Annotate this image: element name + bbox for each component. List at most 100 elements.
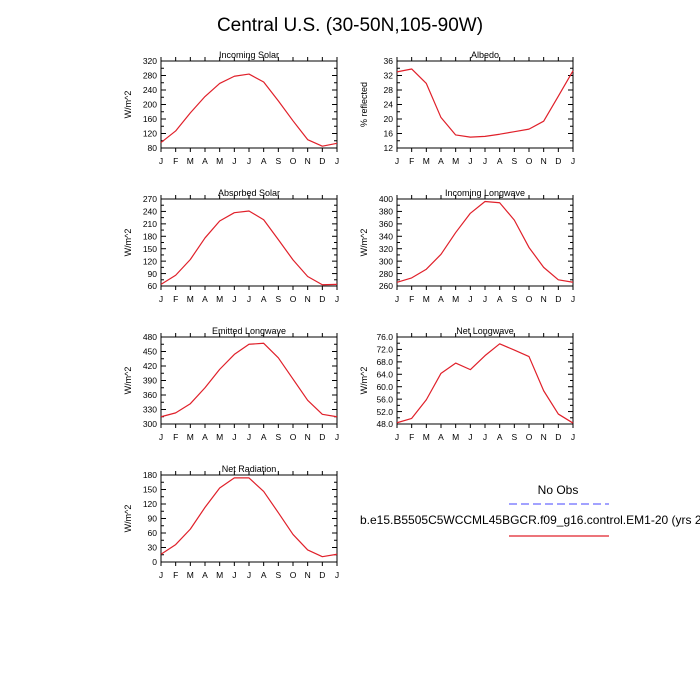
y-tick-label: 240 (143, 207, 157, 217)
x-tick-label: J (159, 294, 163, 304)
series-line-1 (160, 342, 338, 418)
y-tick-label: 80 (148, 143, 158, 153)
y-axis-label: W/m^2 (123, 229, 133, 257)
x-tick-label: J (232, 156, 236, 166)
x-tick-label: N (541, 432, 547, 442)
x-tick-label: S (275, 294, 281, 304)
panel-title: Emitted Longwave (212, 326, 286, 336)
y-tick-label: 380 (379, 207, 393, 217)
y-tick-label: 16 (384, 129, 394, 139)
x-tick-label: J (483, 432, 487, 442)
x-tick-label: M (423, 294, 430, 304)
x-tick-label: D (555, 432, 561, 442)
y-tick-label: 330 (143, 405, 157, 415)
y-tick-label: 210 (143, 219, 157, 229)
series-line-1 (396, 68, 574, 138)
x-tick-label: J (395, 156, 399, 166)
y-tick-label: 120 (143, 256, 157, 266)
x-tick-label: F (173, 294, 178, 304)
panel-title: Net Radiation (222, 464, 277, 474)
x-tick-label: F (409, 156, 414, 166)
y-tick-label: 300 (143, 419, 157, 429)
y-tick-label: 180 (143, 470, 157, 480)
x-tick-label: O (526, 156, 533, 166)
panels: Incoming SolarW/m^280120160200240280320J… (123, 50, 575, 580)
x-tick-label: D (319, 432, 325, 442)
y-tick-label: 24 (384, 100, 394, 110)
panel-6: Net Longwave W/m^2 48.0 52.0 56.0 60.0 64.0 68.… (359, 326, 575, 442)
y-tick-label: 52.0 (376, 407, 393, 417)
y-tick-label: 60 (148, 528, 158, 538)
y-tick-label: 60 (148, 281, 158, 291)
x-tick-label: J (468, 432, 472, 442)
y-tick-label: 280 (379, 269, 393, 279)
x-tick-label: A (497, 156, 503, 166)
x-tick-label: J (159, 156, 163, 166)
y-tick-label: 320 (143, 56, 157, 66)
x-tick-label: A (497, 294, 503, 304)
x-tick-label: N (305, 294, 311, 304)
y-tick-label: 30 (148, 543, 158, 553)
x-tick-label: A (438, 294, 444, 304)
y-tick-label: 340 (379, 231, 393, 241)
x-tick-label: J (159, 432, 163, 442)
x-tick-label: D (555, 156, 561, 166)
plot-frame (160, 198, 338, 287)
figure-title: Central U.S. (30-50N,105-90W) (217, 15, 483, 36)
legend: No Obs b.e15.B5505C5WCCML45BGCR.f09_g16.… (360, 483, 700, 537)
y-tick-label: 320 (379, 244, 393, 254)
x-tick-label: J (483, 156, 487, 166)
x-tick-label: O (290, 294, 297, 304)
x-tick-label: D (319, 294, 325, 304)
y-tick-label: 280 (143, 71, 157, 81)
x-tick-label: J (468, 294, 472, 304)
x-tick-label: S (511, 294, 517, 304)
x-tick-label: A (261, 432, 267, 442)
x-tick-label: J (335, 432, 339, 442)
x-tick-label: O (526, 294, 533, 304)
plot-frame (396, 336, 574, 425)
panel-title: Albedo (471, 50, 499, 60)
y-tick-label: 400 (379, 194, 393, 204)
x-tick-label: J (335, 294, 339, 304)
y-tick-label: 36 (384, 56, 394, 66)
x-tick-label: M (452, 156, 459, 166)
x-tick-label: O (290, 156, 297, 166)
x-tick-label: S (275, 432, 281, 442)
y-tick-label: 68.0 (376, 357, 393, 367)
x-tick-label: M (423, 432, 430, 442)
x-tick-label: J (232, 294, 236, 304)
y-tick-label: 120 (143, 129, 157, 139)
x-tick-label: M (216, 156, 223, 166)
y-tick-label: 48.0 (376, 419, 393, 429)
x-tick-label: D (319, 156, 325, 166)
legend-label-1: b.e15.B5505C5WCCML45BGCR.f09_g16.control… (360, 513, 700, 527)
x-tick-label: D (555, 294, 561, 304)
x-tick-label: S (511, 432, 517, 442)
x-tick-label: F (409, 432, 414, 442)
x-tick-label: D (319, 570, 325, 580)
x-tick-label: J (232, 432, 236, 442)
y-tick-label: 60.0 (376, 382, 393, 392)
series-line-1 (160, 477, 338, 558)
y-tick-label: 300 (379, 256, 393, 266)
series-line-1 (396, 200, 574, 283)
x-tick-label: M (187, 294, 194, 304)
panel-title: Incoming Longwave (445, 188, 525, 198)
y-tick-label: 270 (143, 194, 157, 204)
x-tick-label: M (216, 294, 223, 304)
y-axis-label: W/m^2 (123, 505, 133, 533)
x-tick-label: M (216, 570, 223, 580)
x-tick-label: A (261, 156, 267, 166)
x-tick-label: A (438, 432, 444, 442)
x-tick-label: M (423, 156, 430, 166)
y-tick-label: 56.0 (376, 394, 393, 404)
x-tick-label: A (497, 432, 503, 442)
y-tick-label: 180 (143, 231, 157, 241)
panel-1: Incoming Solar W/m^2 80 120 160 200 240 280 320 J… (123, 50, 339, 166)
y-tick-label: 12 (384, 143, 394, 153)
y-tick-label: 90 (148, 514, 158, 524)
x-tick-label: O (290, 570, 297, 580)
